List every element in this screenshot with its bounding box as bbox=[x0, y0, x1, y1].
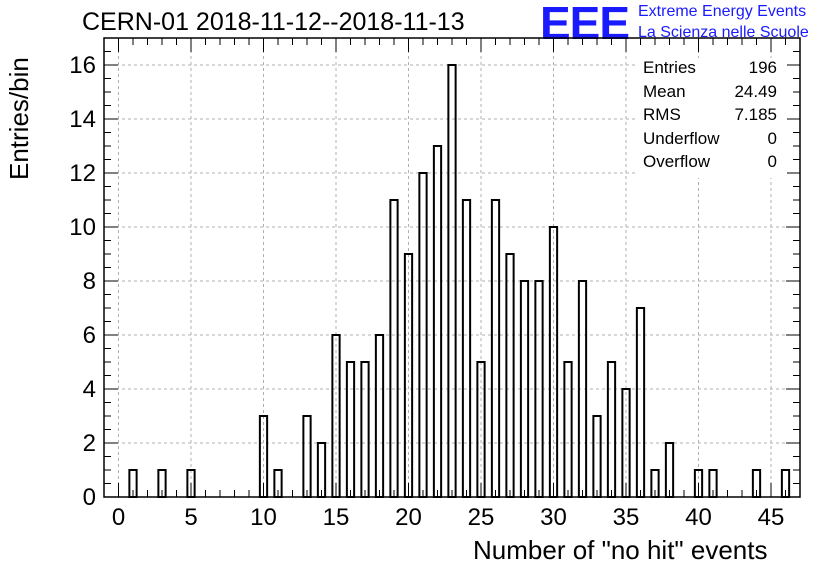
stat-name: Overflow bbox=[643, 152, 711, 171]
stat-name: RMS bbox=[643, 105, 681, 124]
x-tick-label: 40 bbox=[685, 504, 712, 531]
y-tick-label: 0 bbox=[83, 484, 96, 511]
histogram-bar bbox=[592, 415, 602, 498]
stat-name: Entries bbox=[643, 58, 696, 77]
x-tick-label: 0 bbox=[112, 504, 125, 531]
stats-box: Entries 196 Mean 24.49 RMS 7.185 Underfl… bbox=[637, 58, 787, 178]
x-tick-label: 45 bbox=[758, 504, 785, 531]
y-tick-label: 10 bbox=[69, 214, 96, 241]
chart-title: CERN-01 2018-11-12--2018-11-13 bbox=[82, 8, 465, 36]
histogram-bar bbox=[563, 361, 573, 498]
x-tick-label: 10 bbox=[250, 504, 277, 531]
histogram-bar bbox=[606, 361, 617, 498]
histogram-bar bbox=[432, 145, 443, 498]
histogram-bar bbox=[374, 334, 385, 498]
y-tick-label: 2 bbox=[83, 430, 96, 457]
stat-row-entries: Entries 196 bbox=[637, 58, 787, 82]
x-tick-label: 15 bbox=[323, 504, 350, 531]
stat-row-overflow: Overflow 0 bbox=[637, 152, 787, 176]
y-tick-label: 8 bbox=[83, 268, 96, 295]
stat-value: 24.49 bbox=[734, 81, 777, 101]
histogram-bar bbox=[302, 415, 312, 498]
y-tick-label: 16 bbox=[69, 52, 96, 79]
x-tick-label: 30 bbox=[540, 504, 567, 531]
histogram-bar bbox=[316, 442, 327, 498]
x-tick-label: 20 bbox=[395, 504, 422, 531]
logo-line-2: La Scienza nelle Scuole bbox=[638, 24, 809, 41]
y-axis-label: Entries/bin bbox=[4, 57, 34, 180]
logo-line-1: Extreme Energy Events bbox=[638, 3, 807, 20]
y-tick-label: 4 bbox=[83, 376, 96, 403]
histogram-bar bbox=[490, 199, 501, 498]
eee-logo: EEE bbox=[540, 0, 630, 49]
stat-row-rms: RMS 7.185 bbox=[637, 105, 787, 129]
stat-value: 0 bbox=[767, 128, 777, 148]
stat-value: 196 bbox=[748, 58, 777, 77]
x-tick-label: 35 bbox=[613, 504, 640, 531]
y-tick-label: 12 bbox=[69, 160, 96, 187]
histogram-bar bbox=[505, 253, 515, 498]
y-tick-label: 6 bbox=[83, 322, 96, 349]
histogram-bar bbox=[389, 199, 399, 498]
histogram-bar bbox=[360, 361, 370, 498]
histogram-bar bbox=[345, 361, 356, 498]
x-tick-label: 25 bbox=[468, 504, 495, 531]
histogram-bar bbox=[664, 442, 675, 498]
x-tick-label: 5 bbox=[184, 504, 197, 531]
stat-name: Mean bbox=[643, 81, 686, 101]
stat-name: Underflow bbox=[643, 128, 720, 148]
histogram-bar bbox=[461, 199, 472, 498]
y-tick-label: 14 bbox=[69, 106, 96, 133]
stat-row-underflow: Underflow 0 bbox=[637, 129, 787, 153]
histogram-bar bbox=[635, 307, 646, 498]
stat-row-mean: Mean 24.49 bbox=[637, 82, 787, 106]
x-axis-label: Number of "no hit" events bbox=[473, 535, 768, 565]
stat-value: 7.185 bbox=[734, 105, 777, 124]
stat-value: 0 bbox=[767, 152, 777, 171]
